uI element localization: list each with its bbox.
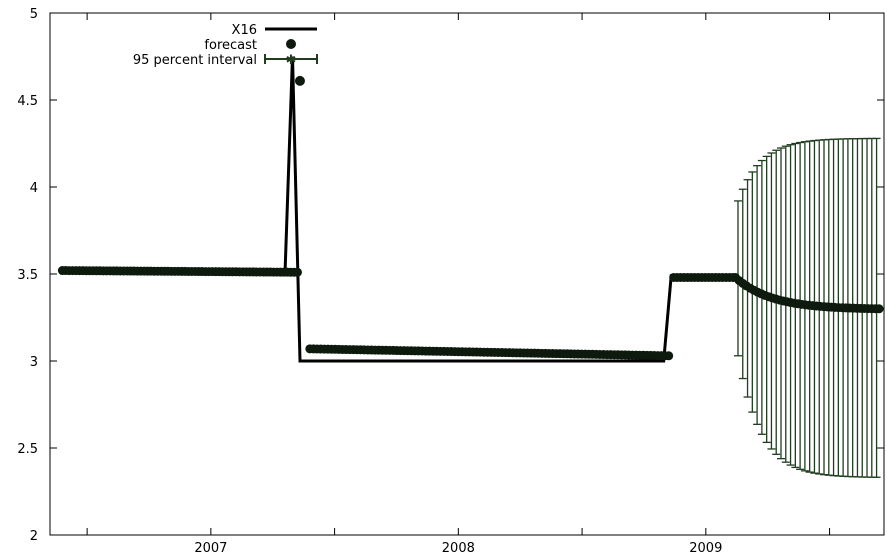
y-tick-label: 2 <box>30 529 38 544</box>
forecast-point <box>292 267 302 277</box>
forecast-point <box>294 75 305 86</box>
svg-text:✱: ✱ <box>286 53 297 68</box>
x16-series <box>62 56 736 363</box>
y-tick-label: 4 <box>30 181 38 196</box>
x-axis: 2007 2008 2009 <box>86 13 831 556</box>
legend-label-forecast: forecast <box>204 38 257 53</box>
y-tick-label: 2.5 <box>17 442 38 457</box>
legend-swatch-forecast <box>286 39 296 49</box>
x-tick-label: 2007 <box>194 541 227 556</box>
y-tick-label: 3 <box>30 355 38 370</box>
x-tick-label: 2009 <box>689 541 722 556</box>
y-axis: 2 2.5 3 3.5 4 4.5 5 <box>17 7 884 544</box>
forecast-series <box>57 75 884 361</box>
x-tick-label: 2008 <box>442 541 475 556</box>
legend-label-x16: X16 <box>232 23 257 38</box>
legend-swatch-interval: ✱ <box>264 53 318 68</box>
x16-line <box>62 56 736 363</box>
forecast-point <box>874 304 884 314</box>
legend-label-interval: 95 percent interval <box>133 53 257 68</box>
y-tick-label: 3.5 <box>17 268 38 283</box>
legend: X16 forecast 95 percent interval ✱ <box>133 23 318 68</box>
y-tick-label: 5 <box>30 7 38 22</box>
forecast-point <box>664 351 674 361</box>
y-tick-label: 4.5 <box>17 94 38 109</box>
